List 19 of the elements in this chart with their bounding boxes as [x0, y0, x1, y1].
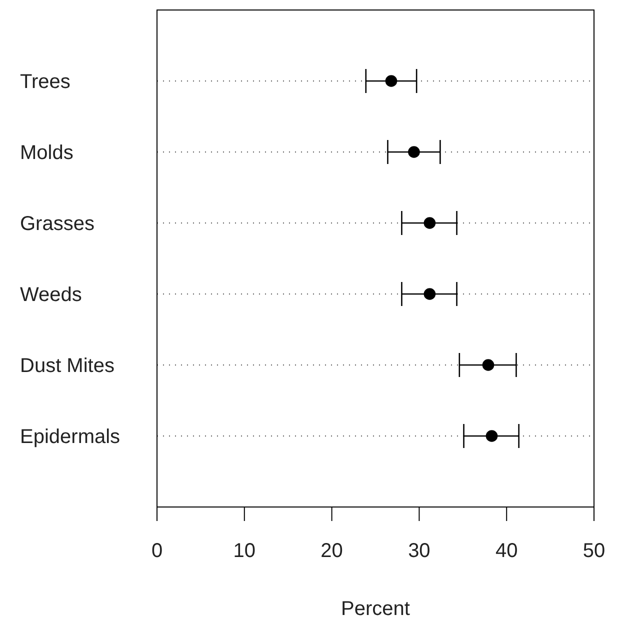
point: [424, 288, 436, 300]
x-axis-title: Percent: [341, 598, 410, 620]
point: [424, 217, 436, 229]
x-tick-label: 20: [320, 540, 343, 562]
y-tick-label: Epidermals: [20, 426, 120, 448]
point: [482, 359, 494, 371]
x-tick-label: 0: [151, 540, 163, 562]
point: [385, 75, 398, 87]
x-tick-label: 30: [408, 540, 430, 562]
x-tick-label: 10: [233, 540, 256, 562]
y-tick-label: Molds: [20, 142, 74, 164]
point: [486, 430, 498, 442]
y-tick-label: Weeds: [20, 284, 82, 306]
x-tick-label: 50: [582, 540, 606, 562]
y-tick-label: Dust Mites: [20, 355, 114, 377]
y-tick-label: Grasses: [20, 213, 94, 235]
y-tick-label: Trees: [20, 71, 70, 93]
point: [408, 146, 420, 158]
x-tick-label: 40: [495, 540, 518, 562]
